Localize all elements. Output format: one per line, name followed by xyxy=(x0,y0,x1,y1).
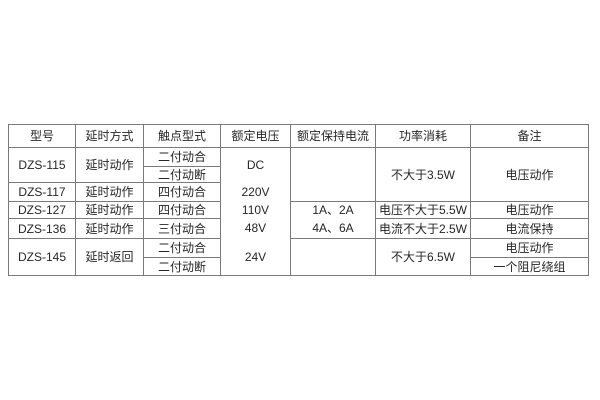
voltage-line: 24V xyxy=(244,249,267,264)
col-header-remarks: 备注 xyxy=(471,125,589,148)
voltage-line: 110V xyxy=(241,203,270,218)
remark-cell: 电压动作 xyxy=(471,202,589,219)
holding-current-cell: 1A、2A 4A、6A xyxy=(291,202,376,239)
model-cell-dzs-117: DZS-117 xyxy=(9,183,76,202)
contact-type-cell: 二付动合 xyxy=(144,148,221,167)
current-line: 4A、6A xyxy=(312,221,354,236)
col-header-model: 型号 xyxy=(9,125,76,148)
remark-cell: 一个阻尼绕组 xyxy=(471,258,589,276)
remark-cell: 电压动作 xyxy=(471,148,589,202)
delay-mode-cell: 延时动作 xyxy=(76,183,144,202)
contact-type-cell: 二付动合 xyxy=(144,239,221,258)
remark-cell: 电流保持 xyxy=(471,219,589,239)
voltage-line: 220V xyxy=(241,185,270,200)
power-cell: 不大于6.5W xyxy=(376,239,471,276)
col-header-power-consumption: 功率消耗 xyxy=(376,125,471,148)
power-cell: 不大于3.5W xyxy=(376,148,471,202)
delay-mode-cell: 延时动作 xyxy=(76,148,144,183)
remark-cell: 电压动作 xyxy=(471,239,589,258)
model-cell-dzs-115: DZS-115 xyxy=(9,148,76,183)
col-header-contact-type: 触点型式 xyxy=(144,125,221,148)
delay-mode-cell: 延时动作 xyxy=(76,219,144,239)
model-cell-dzs-136: DZS-136 xyxy=(9,219,76,239)
delay-mode-cell: 延时返回 xyxy=(76,239,144,276)
power-cell: 电流不大于2.5W xyxy=(376,219,471,239)
voltage-line: DC xyxy=(246,158,265,173)
delay-mode-cell: 延时动作 xyxy=(76,202,144,219)
rated-voltage-cell: DC 220V 110V 48V 24V xyxy=(221,148,291,276)
relay-spec-table: 型号 延时方式 触点型式 额定电压 额定保持电流 功率消耗 备注 DZS-115… xyxy=(8,124,589,276)
model-cell-dzs-127: DZS-127 xyxy=(9,202,76,219)
holding-current-empty-top xyxy=(291,148,376,202)
current-line: 1A、2A xyxy=(312,203,354,218)
contact-type-cell: 四付动合 xyxy=(144,183,221,202)
col-header-holding-current: 额定保持电流 xyxy=(291,125,376,148)
col-header-delay-mode: 延时方式 xyxy=(76,125,144,148)
contact-type-cell: 四付动合 xyxy=(144,202,221,219)
contact-type-cell: 二付动断 xyxy=(144,258,221,276)
power-cell: 电压不大于5.5W xyxy=(376,202,471,219)
holding-current-empty-bottom xyxy=(291,239,376,276)
col-header-rated-voltage: 额定电压 xyxy=(221,125,291,148)
contact-type-cell: 三付动合 xyxy=(144,219,221,239)
voltage-line: 48V xyxy=(244,221,267,236)
model-cell-dzs-145: DZS-145 xyxy=(9,239,76,276)
contact-type-cell: 二付动断 xyxy=(144,167,221,183)
